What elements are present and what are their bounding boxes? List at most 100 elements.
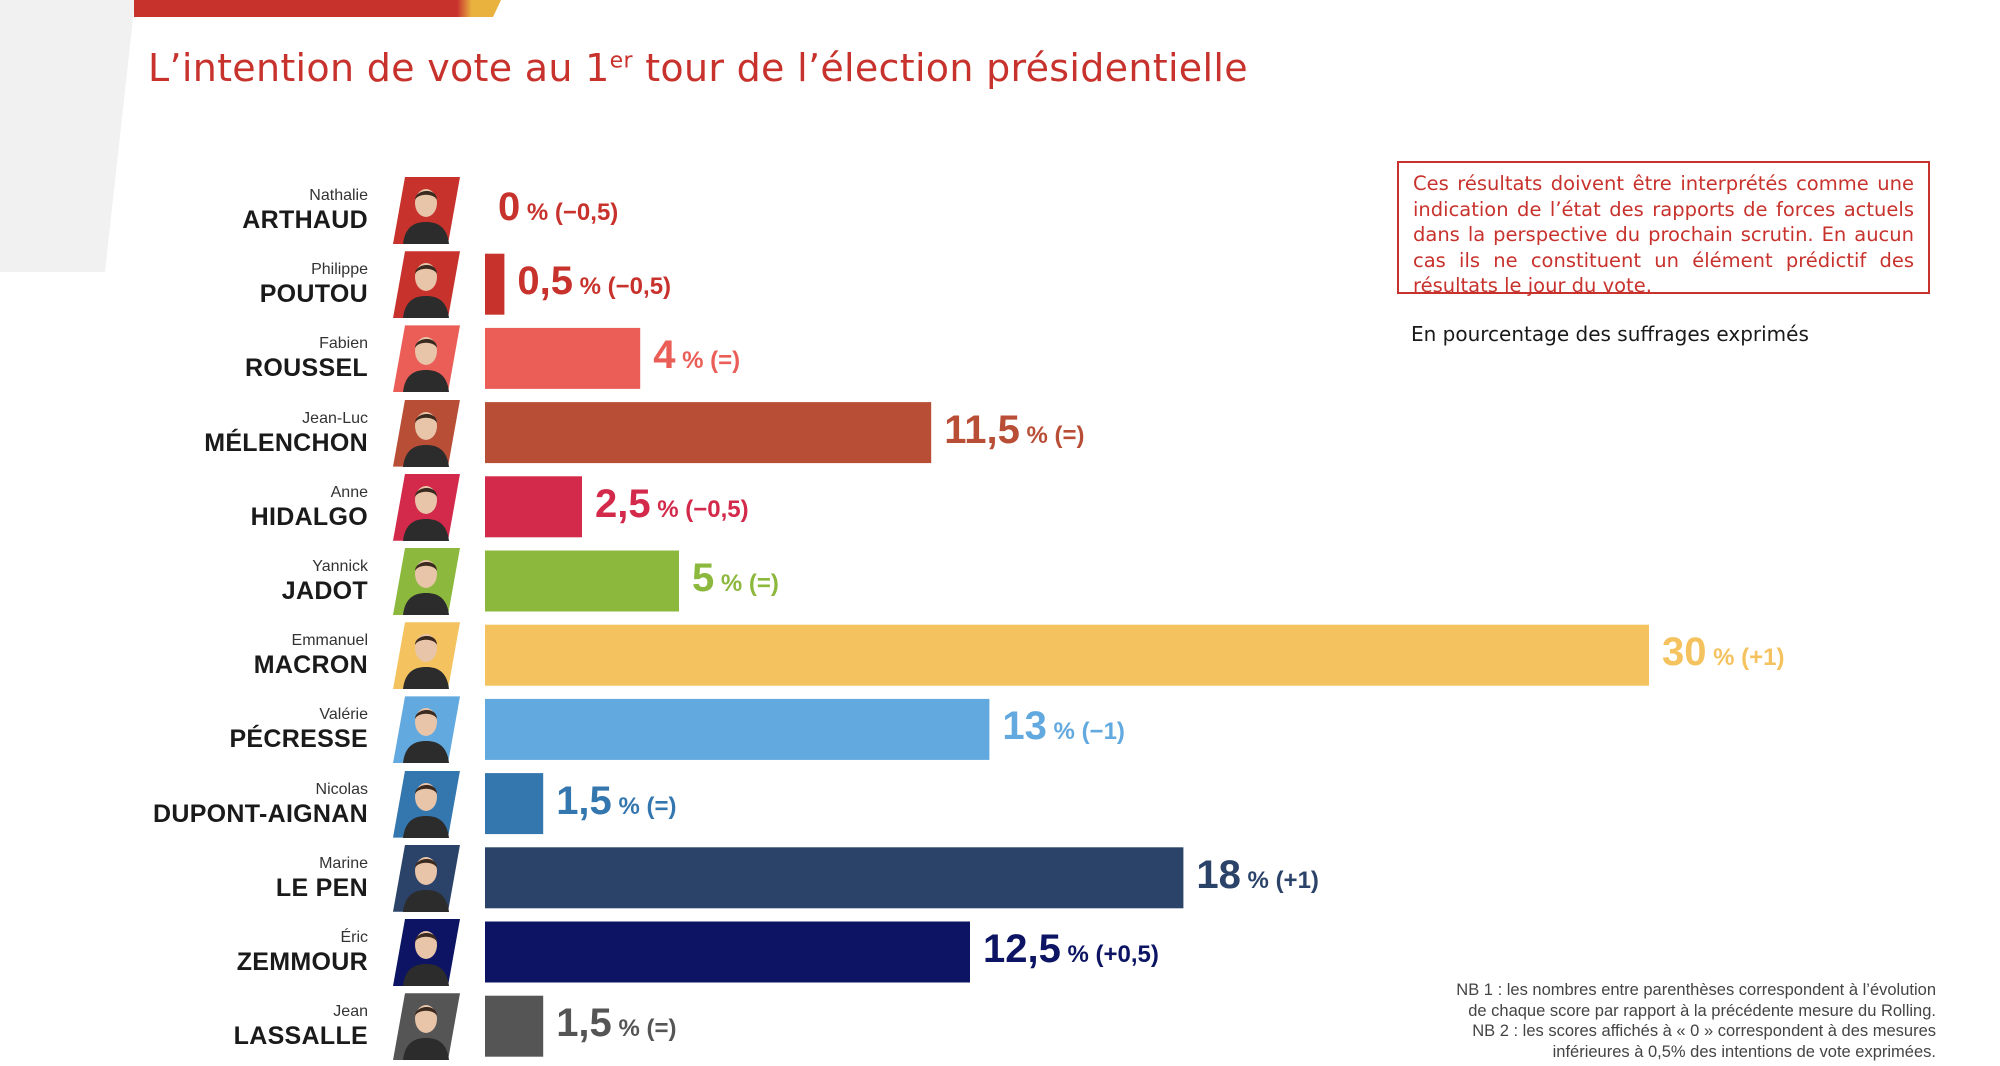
candidate-photo	[393, 622, 460, 690]
value-number: 11,5	[944, 407, 1020, 452]
candidate-photo	[393, 844, 460, 912]
candidate-first-name: Fabien	[319, 335, 368, 353]
value-number: 1,5	[556, 1001, 612, 1046]
candidate-first-name: Jean	[333, 1003, 368, 1021]
candidate-photo	[393, 993, 460, 1061]
value-label: 13 % (−1)	[1002, 704, 1125, 749]
candidate-photo	[393, 919, 460, 986]
portrait-icon	[403, 782, 449, 838]
value-number: 12,5	[983, 927, 1061, 971]
candidate-photo	[393, 770, 460, 838]
value-change: % (+0,5)	[1060, 941, 1159, 968]
candidate-last-name: POUTOU	[259, 280, 368, 309]
candidate-last-name: HIDALGO	[250, 502, 368, 531]
candidate-first-name: Yannick	[312, 558, 368, 575]
candidate-first-name: Emmanuel	[291, 632, 368, 650]
portrait-icon	[403, 263, 449, 319]
candidate-first-name: Nathalie	[309, 187, 368, 204]
candidate-name: Nicolas DUPONT-AIGNAN	[100, 780, 368, 828]
candidate-first-name: Anne	[330, 483, 368, 501]
candidate-name: Éric ZEMMOUR	[100, 928, 368, 976]
candidate-name: Marine LE PEN	[100, 854, 368, 902]
value-label: 18 % (+1)	[1196, 853, 1319, 898]
candidate-photo	[393, 251, 460, 319]
candidate-name: Jean LASSALLE	[100, 1002, 368, 1050]
bar-jadot	[485, 550, 679, 612]
value-change: % (−0,5)	[650, 495, 749, 523]
bar-zemmour	[485, 921, 970, 983]
portrait-icon	[403, 560, 449, 615]
value-label: 2,5 % (−0,5)	[595, 482, 749, 527]
value-label: 0,5 % (−0,5)	[517, 259, 671, 304]
portrait-icon	[403, 931, 449, 986]
portrait-icon	[403, 856, 449, 912]
page-title: L’intention de vote au 1er tour de l’éle…	[148, 46, 1248, 90]
candidate-last-name: LE PEN	[275, 873, 368, 902]
bar-lassalle	[485, 995, 544, 1057]
footnote-line: NB 2 : les scores affichés à « 0 » corre…	[1472, 1022, 1936, 1040]
candidate-photo	[393, 696, 460, 764]
bar-le pen	[485, 847, 1184, 909]
portrait-icon	[403, 337, 449, 393]
bar-mélenchon	[485, 402, 932, 464]
bar-poutou	[485, 253, 505, 315]
portrait-icon	[403, 411, 449, 467]
portrait-icon	[403, 708, 449, 764]
value-change: % (=)	[1019, 421, 1085, 449]
bar-roussel	[485, 327, 641, 389]
footnote-line: de chaque score par rapport à la précéde…	[1468, 1001, 1936, 1020]
candidate-last-name: ZEMMOUR	[236, 948, 368, 976]
portrait-icon	[403, 634, 449, 690]
candidate-name: Philippe POUTOU	[100, 260, 368, 308]
candidate-name: Yannick JADOT	[100, 557, 368, 605]
value-number: 1,5	[556, 778, 612, 823]
title-rest: tour de l’élection présidentielle	[632, 46, 1248, 90]
candidate-name: Valérie PÉCRESSE	[100, 705, 368, 753]
value-number: 4	[653, 333, 676, 378]
candidate-name: Emmanuel MACRON	[100, 631, 368, 679]
value-change: % (−0,5)	[520, 199, 619, 226]
value-number: 18	[1196, 852, 1241, 897]
candidate-last-name: MÉLENCHON	[204, 428, 368, 457]
bar-macron	[485, 624, 1649, 686]
bar-dupont-aignan	[485, 773, 544, 835]
candidate-last-name: PÉCRESSE	[229, 725, 368, 754]
footnote-line: NB 1 : les nombres entre parenthèses cor…	[1456, 981, 1936, 999]
footnote: NB 1 : les nombres entre parenthèses cor…	[1356, 980, 1936, 1062]
value-number: 30	[1662, 630, 1707, 675]
value-label: 5 % (=)	[692, 556, 779, 601]
value-change: % (−0,5)	[573, 273, 672, 301]
portrait-icon	[403, 485, 449, 541]
candidate-name: Nathalie ARTHAUD	[100, 186, 368, 234]
value-change: % (=)	[611, 1015, 677, 1043]
value-change: % (−1)	[1046, 718, 1125, 746]
candidate-first-name: Jean-Luc	[302, 409, 368, 427]
value-label: 0 % (−0,5)	[498, 185, 618, 230]
candidate-name: Jean-Luc MÉLENCHON	[100, 409, 368, 457]
candidate-last-name: LASSALLE	[233, 1022, 368, 1051]
candidate-last-name: JADOT	[281, 577, 368, 605]
value-label: 1,5 % (=)	[556, 1001, 676, 1046]
decorative-red-stripe	[134, 0, 501, 17]
candidate-last-name: ROUSSEL	[245, 354, 368, 383]
bar-pécresse	[485, 698, 990, 760]
candidate-last-name: MACRON	[253, 651, 368, 680]
candidate-first-name: Philippe	[311, 261, 368, 279]
value-number: 2,5	[595, 481, 651, 526]
value-label: 4 % (=)	[653, 333, 740, 378]
footnote-line: inférieures à 0,5% des intentions de vot…	[1552, 1042, 1936, 1061]
candidate-photo	[393, 548, 460, 615]
candidate-name: Anne HIDALGO	[100, 483, 368, 531]
value-label: 30 % (+1)	[1662, 630, 1785, 675]
candidate-first-name: Marine	[319, 854, 368, 872]
candidate-photo	[393, 473, 460, 541]
bar-hidalgo	[485, 476, 582, 538]
portrait-icon	[403, 189, 449, 244]
value-number: 0	[498, 185, 521, 229]
value-label: 12,5 % (+0,5)	[983, 927, 1159, 972]
candidate-first-name: Éric	[340, 929, 368, 946]
candidate-first-name: Valérie	[319, 706, 368, 724]
disclaimer-box: Ces résultats doivent être interprétés c…	[1397, 161, 1930, 297]
value-label: 11,5 % (=)	[944, 408, 1084, 453]
